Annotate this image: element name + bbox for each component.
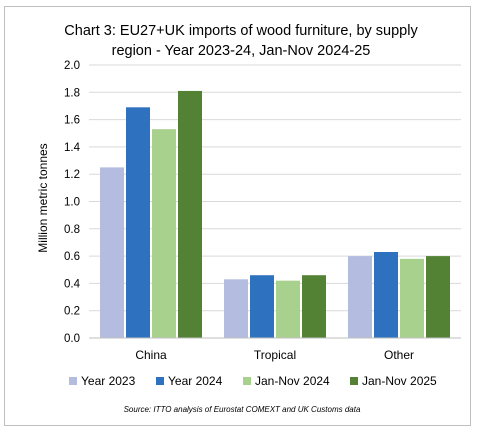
legend-label: Year 2023 <box>81 374 136 388</box>
chart-title-line: region - Year 2023-24, Jan-Nov 2024-25 <box>112 43 371 59</box>
legend-label: Jan-Nov 2024 <box>255 374 330 388</box>
bar <box>178 90 202 338</box>
y-axis-label: Million metric tonnes <box>36 143 50 252</box>
y-tick-label: 1.4 <box>64 142 81 154</box>
chart-title: Chart 3: EU27+UK imports of wood furnitu… <box>64 23 418 59</box>
y-tick-label: 2.0 <box>64 60 80 72</box>
bar <box>100 167 124 338</box>
y-axis-ticks: 0.0 0.2 0.4 0.6 0.8 1.0 1.2 1.4 1.6 1.8 2.0 <box>64 60 81 345</box>
y-tick-label: 1.6 <box>64 115 80 127</box>
y-tick-label: 1.8 <box>64 87 80 99</box>
bar <box>426 256 450 338</box>
legend-item: Year 2023 <box>69 374 136 388</box>
y-tick-label: 0.2 <box>64 306 80 318</box>
legend-item: Year 2024 <box>156 374 223 388</box>
legend-item: Jan-Nov 2025 <box>350 374 437 388</box>
bar <box>224 279 248 338</box>
chart-title-line: Chart 3: EU27+UK imports of wood furnitu… <box>64 23 418 39</box>
y-tick-label: 1.2 <box>64 169 80 181</box>
gridlines <box>89 64 461 312</box>
chart-svg: Chart 3: EU27+UK imports of wood furnitu… <box>36 23 461 414</box>
legend-swatch <box>69 377 77 385</box>
bar <box>126 107 150 338</box>
x-tick-label: China <box>135 348 167 362</box>
bar <box>374 252 398 338</box>
chart-frame: Chart 3: EU27+UK imports of wood furnitu… <box>4 6 471 426</box>
y-tick-label: 0.6 <box>64 251 80 263</box>
y-tick-label: 0.8 <box>64 224 80 236</box>
legend-swatch <box>156 377 164 385</box>
x-axis-ticks: China Tropical Other <box>135 348 414 362</box>
legend-swatch <box>350 377 358 385</box>
legend: Year 2023 Year 2024 Jan-Nov 2024 Jan-Nov 20… <box>69 374 437 388</box>
bar <box>152 129 176 338</box>
bar <box>276 280 300 338</box>
legend-item: Jan-Nov 2024 <box>243 374 330 388</box>
bar <box>250 275 274 338</box>
y-tick-label: 1.0 <box>64 197 80 209</box>
bar <box>302 275 326 338</box>
source-note: Source: ITTO analysis of Eurostat COMEXT… <box>124 405 361 414</box>
legend-swatch <box>243 377 251 385</box>
y-tick-label: 0.0 <box>64 333 80 345</box>
bar <box>348 256 372 338</box>
x-tick-label: Other <box>384 348 414 362</box>
bar <box>400 258 424 338</box>
legend-label: Jan-Nov 2025 <box>362 374 437 388</box>
legend-label: Year 2024 <box>168 374 223 388</box>
x-tick-label: Tropical <box>254 348 296 362</box>
y-tick-label: 0.4 <box>64 278 81 290</box>
bars <box>100 90 450 338</box>
